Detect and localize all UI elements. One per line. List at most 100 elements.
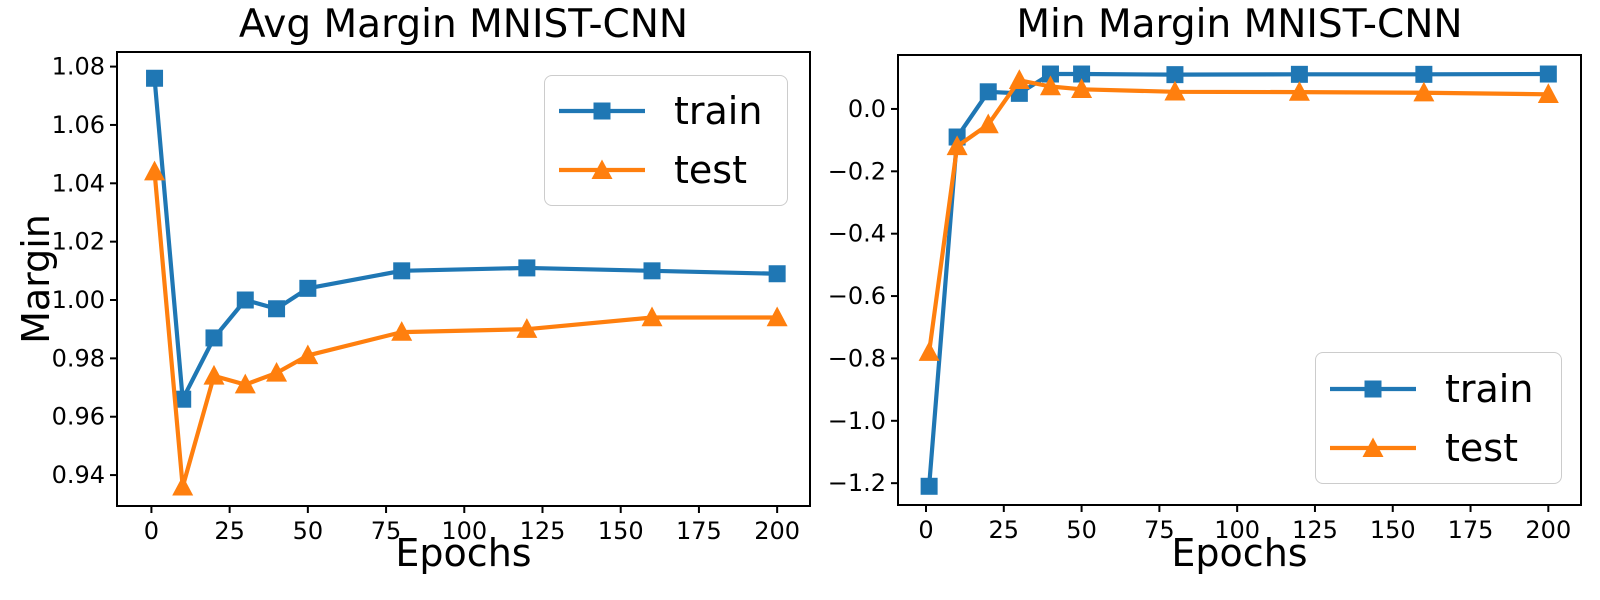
series-test-marker [297, 344, 319, 365]
x-tick-label: 75 [1144, 516, 1175, 544]
series-test-marker [172, 475, 194, 496]
x-tick-label: 25 [989, 516, 1020, 544]
series-test-marker [234, 373, 256, 394]
series-train-marker [1415, 65, 1433, 83]
series-train-marker [146, 69, 164, 87]
series-test-marker [1071, 78, 1093, 99]
left-chart-title: Avg Margin MNIST-CNN [238, 2, 689, 47]
series-train-marker [518, 259, 536, 277]
series-test-marker [391, 321, 413, 341]
series-test-marker [1537, 83, 1559, 103]
legend-entry-test: test [1327, 428, 1551, 468]
y-tick-label: 0.0 [848, 95, 886, 123]
series-train-marker [920, 477, 938, 495]
y-tick-label: −1.0 [828, 407, 886, 435]
series-train-marker [1073, 65, 1091, 83]
x-tick-label: 100 [1214, 516, 1260, 544]
x-tick-label: 200 [1525, 516, 1571, 544]
left-chart-legend: train test [544, 75, 788, 206]
x-tick-label: 150 [598, 517, 644, 545]
legend-label-train: train [674, 89, 763, 134]
right-chart-title: Min Margin MNIST-CNN [1016, 2, 1463, 47]
x-tick-label: 100 [441, 517, 487, 545]
train-line-swatch [559, 102, 645, 120]
legend-entry-test: test [556, 150, 777, 190]
series-test-marker [203, 364, 225, 385]
x-tick-label: 150 [1370, 516, 1416, 544]
train-line-swatch [1330, 380, 1416, 397]
series-test-marker [1008, 69, 1030, 89]
series-test-marker [977, 113, 999, 134]
series-test-marker [946, 135, 968, 156]
test-line-swatch [1330, 437, 1416, 457]
y-tick-label: 0.94 [52, 461, 105, 489]
series-test-marker [1164, 80, 1186, 101]
series-train-marker [236, 291, 254, 309]
series-test-marker [1288, 81, 1310, 101]
series-train-marker [1290, 65, 1308, 83]
square-marker-icon [1364, 380, 1382, 397]
square-marker-icon [593, 102, 611, 120]
series-train-marker [768, 265, 786, 283]
x-tick-label: 50 [293, 517, 324, 545]
legend-label-test: test [674, 147, 747, 192]
series-test-marker [516, 318, 538, 338]
series-train-marker [1041, 65, 1059, 83]
y-tick-label: −0.4 [828, 220, 886, 248]
y-tick-label: −1.2 [828, 469, 886, 497]
x-tick-label: 175 [1448, 516, 1494, 544]
series-test-line [927, 78, 1551, 355]
legend-label-test: test [1445, 425, 1518, 470]
x-tick-label: 0 [144, 517, 159, 545]
series-train-marker [643, 262, 661, 280]
series-test-marker [144, 160, 166, 181]
test-line-swatch [559, 159, 645, 179]
x-tick-label: 125 [1292, 516, 1338, 544]
series-train-line [152, 76, 780, 402]
series-test-marker [641, 306, 663, 327]
y-tick-label: 1.06 [52, 111, 105, 139]
x-tick-label: 50 [1066, 516, 1097, 544]
left-x-axis-label: Epochs [395, 531, 532, 575]
series-train-marker [205, 329, 223, 347]
series-train-marker [1166, 66, 1184, 84]
y-tick-label: −0.6 [828, 282, 886, 310]
x-tick-label: 175 [676, 517, 722, 545]
series-test-marker [766, 306, 788, 327]
x-tick-label: 25 [214, 517, 245, 545]
series-train-marker [393, 262, 411, 280]
series-train-marker [1539, 65, 1557, 83]
legend-entry-train: train [556, 91, 777, 131]
x-tick-label: 200 [754, 517, 800, 545]
axes-spines [897, 54, 1582, 506]
series-test-marker [1039, 75, 1061, 96]
series-train-line [927, 71, 1551, 489]
x-tick-label: 75 [371, 517, 402, 545]
legend-entry-train: train [1327, 369, 1551, 409]
triangle-marker-icon [591, 159, 613, 179]
legend-label-train: train [1445, 366, 1534, 411]
series-test-marker [266, 361, 288, 382]
series-train-marker [268, 300, 286, 318]
right-x-axis-label: Epochs [1171, 531, 1308, 575]
series-test-marker [1413, 81, 1435, 102]
y-tick-label: −0.8 [828, 344, 886, 372]
y-tick-label: 0.96 [52, 403, 105, 431]
series-train-marker [979, 83, 997, 101]
left-y-axis-label: Margin [14, 214, 58, 344]
y-tick-label: 1.08 [52, 53, 105, 81]
y-tick-label: 1.04 [52, 169, 105, 197]
x-tick-label: 125 [520, 517, 566, 545]
y-tick-label: 1.02 [52, 228, 105, 256]
series-test-marker [918, 341, 940, 361]
x-tick-label: 0 [918, 516, 933, 544]
y-tick-label: 0.98 [52, 344, 105, 372]
y-tick-label: 1.00 [52, 286, 105, 314]
triangle-marker-icon [1362, 437, 1384, 457]
y-tick-label: −0.2 [828, 157, 886, 185]
right-chart-legend: train test [1315, 352, 1562, 484]
series-train-marker [174, 390, 192, 408]
series-test-line [152, 169, 780, 489]
